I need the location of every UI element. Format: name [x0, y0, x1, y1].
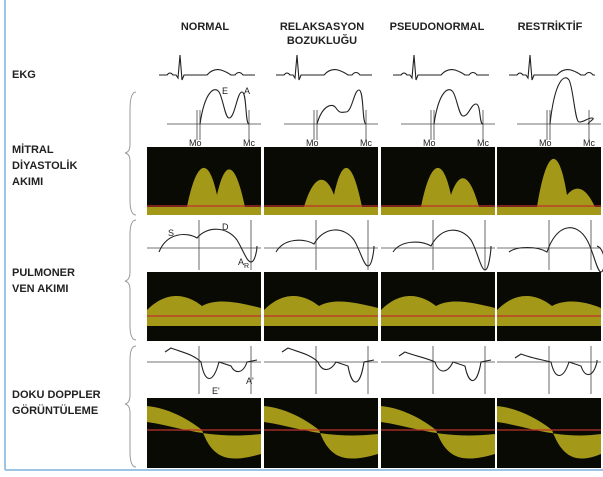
- tissue-trace: [398, 351, 492, 382]
- ekg-trace: [393, 54, 489, 81]
- label: Mc: [477, 138, 489, 148]
- label: A: [244, 86, 250, 96]
- doppler-signal: [264, 406, 378, 459]
- label: D: [222, 222, 229, 232]
- doppler-signal: [264, 296, 378, 326]
- doppler-signal: [497, 296, 601, 326]
- ekg-trace: [509, 54, 595, 81]
- doppler-signal: [147, 296, 261, 326]
- column-header: NORMAL: [181, 21, 230, 33]
- tissue-trace: [514, 353, 598, 377]
- label: E: [222, 86, 228, 96]
- label: Mo: [189, 138, 202, 148]
- brace: [124, 91, 137, 216]
- row-label: AKIMI: [12, 176, 43, 188]
- brace: [124, 345, 137, 468]
- label: Mc: [360, 138, 372, 148]
- label-subscript: R: [244, 263, 249, 270]
- label: A': [246, 376, 254, 386]
- mitral-trace: [549, 77, 594, 125]
- column-header: RESTRİKTİF: [518, 20, 583, 33]
- mitral-trace: [199, 89, 250, 125]
- row-label: EKG: [12, 69, 36, 81]
- doppler-signal: [381, 167, 495, 215]
- label: Mo: [306, 138, 319, 148]
- doppler-signal: [497, 406, 601, 459]
- ekg-trace: [159, 54, 255, 81]
- label: Mc: [243, 138, 255, 148]
- row-label: PULMONER: [12, 267, 75, 279]
- column-header: RELAKSASYON: [280, 21, 364, 33]
- pulmonary-trace: [392, 229, 492, 271]
- tissue-trace: [281, 347, 375, 383]
- column-header: BOZUKLUĞU: [287, 34, 357, 47]
- doppler-signal: [497, 158, 601, 215]
- doppler-signal: [381, 406, 495, 459]
- tissue-trace: [164, 347, 258, 380]
- label: S: [168, 228, 174, 238]
- label: Mo: [539, 138, 552, 148]
- row-label: DOKU DOPPLER: [12, 389, 101, 401]
- row-label: DİYASTOLİK: [12, 159, 77, 172]
- label-base: A: [238, 257, 244, 267]
- label: AR: [238, 257, 249, 270]
- column-header: PSEUDONORMAL: [390, 21, 485, 33]
- label: E': [212, 386, 220, 396]
- brace: [124, 219, 137, 341]
- pulmonary-trace: [158, 228, 258, 263]
- pulmonary-trace: [508, 227, 603, 273]
- doppler-signal: [381, 296, 495, 326]
- pulmonary-trace: [275, 229, 375, 267]
- row-label: MİTRAL: [12, 143, 54, 156]
- doppler-signal: [264, 167, 378, 215]
- label: Mo: [423, 138, 436, 148]
- doppler-signal: [147, 406, 261, 459]
- row-label: VEN AKIMI: [12, 283, 68, 295]
- doppler-signal: [147, 167, 261, 215]
- row-label: GÖRÜNTÜLEME: [12, 404, 98, 417]
- mitral-trace: [433, 89, 484, 125]
- label: Mc: [583, 138, 595, 148]
- ekg-trace: [276, 54, 372, 81]
- mitral-trace: [316, 89, 367, 125]
